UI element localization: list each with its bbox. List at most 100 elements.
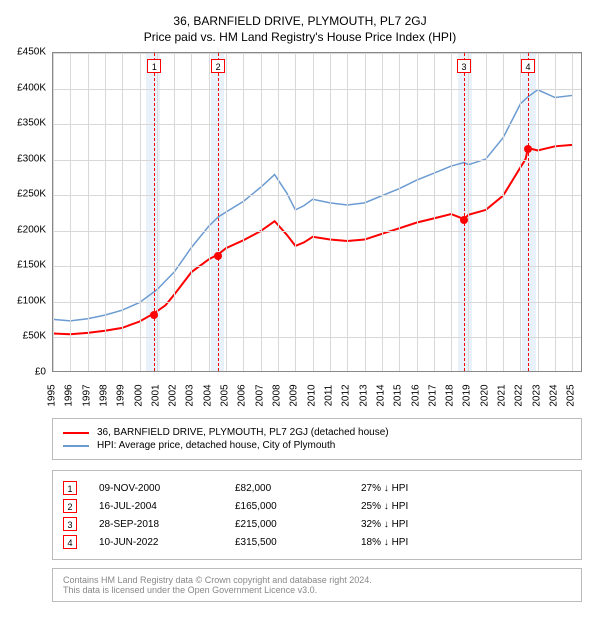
legend-label: 36, BARNFIELD DRIVE, PLYMOUTH, PL7 2GJ (… xyxy=(97,427,389,438)
x-axis-label: 2000 xyxy=(133,384,144,406)
transaction-index: 4 xyxy=(63,535,77,549)
footer-line-1: Contains HM Land Registry data © Crown c… xyxy=(63,575,571,585)
y-axis-label: £350K xyxy=(17,118,46,129)
transaction-date: 10-JUN-2022 xyxy=(99,537,229,548)
x-axis-label: 2005 xyxy=(220,384,231,406)
gridline-v xyxy=(295,53,296,371)
gridline-h xyxy=(53,231,581,232)
x-axis-label: 2009 xyxy=(289,384,300,406)
x-axis-label: 1996 xyxy=(64,384,75,406)
x-axis-label: 2015 xyxy=(393,384,404,406)
event-point-marker xyxy=(524,145,532,153)
chart-area: 1234 £0£50K£100K£150K£200K£250K£300K£350… xyxy=(52,52,582,372)
y-axis-label: £100K xyxy=(17,295,46,306)
y-axis-label: £250K xyxy=(17,189,46,200)
y-axis-label: £50K xyxy=(23,331,46,342)
x-axis-label: 2001 xyxy=(150,384,161,406)
y-axis-label: £0 xyxy=(35,367,46,378)
gridline-v xyxy=(451,53,452,371)
x-axis-label: 2023 xyxy=(531,384,542,406)
transaction-date: 16-JUL-2004 xyxy=(99,501,229,512)
event-line xyxy=(154,53,155,371)
gridline-h xyxy=(53,266,581,267)
y-axis-label: £150K xyxy=(17,260,46,271)
event-point-marker xyxy=(150,311,158,319)
plot-region: 1234 xyxy=(52,52,582,372)
x-axis-label: 2007 xyxy=(254,384,265,406)
gridline-h xyxy=(53,89,581,90)
chart-subtitle: Price paid vs. HM Land Registry's House … xyxy=(10,30,590,44)
transaction-index: 3 xyxy=(63,517,77,531)
transaction-index: 2 xyxy=(63,499,77,513)
gridline-h xyxy=(53,195,581,196)
x-axis-label: 2002 xyxy=(168,384,179,406)
event-marker-box: 2 xyxy=(211,59,225,73)
transaction-price: £82,000 xyxy=(235,483,355,494)
gridline-v xyxy=(468,53,469,371)
event-line xyxy=(528,53,529,371)
gridline-v xyxy=(330,53,331,371)
x-axis-label: 2020 xyxy=(479,384,490,406)
x-axis-label: 2018 xyxy=(445,384,456,406)
x-axis-label: 2019 xyxy=(462,384,473,406)
gridline-v xyxy=(555,53,556,371)
gridline-v xyxy=(191,53,192,371)
transaction-row: 216-JUL-2004£165,00025% ↓ HPI xyxy=(63,499,571,513)
y-axis-label: £400K xyxy=(17,82,46,93)
x-axis-label: 1995 xyxy=(47,384,58,406)
line-layer xyxy=(53,53,581,371)
gridline-v xyxy=(520,53,521,371)
transaction-date: 28-SEP-2018 xyxy=(99,519,229,530)
y-axis-label: £300K xyxy=(17,153,46,164)
gridline-v xyxy=(365,53,366,371)
event-point-marker xyxy=(460,216,468,224)
gridline-v xyxy=(313,53,314,371)
x-axis-label: 2003 xyxy=(185,384,196,406)
gridline-v xyxy=(209,53,210,371)
transactions-table: 109-NOV-2000£82,00027% ↓ HPI216-JUL-2004… xyxy=(52,470,582,560)
gridline-v xyxy=(486,53,487,371)
transaction-delta: 18% ↓ HPI xyxy=(361,537,451,548)
transaction-delta: 32% ↓ HPI xyxy=(361,519,451,530)
x-axis-label: 2024 xyxy=(549,384,560,406)
legend-swatch xyxy=(63,432,89,434)
event-marker-box: 1 xyxy=(147,59,161,73)
legend-label: HPI: Average price, detached house, City… xyxy=(97,440,335,451)
event-point-marker xyxy=(214,252,222,260)
chart-title: 36, BARNFIELD DRIVE, PLYMOUTH, PL7 2GJ xyxy=(10,14,590,28)
event-line xyxy=(464,53,465,371)
x-axis-label: 2008 xyxy=(272,384,283,406)
gridline-h xyxy=(53,124,581,125)
x-axis-label: 2013 xyxy=(358,384,369,406)
gridline-h xyxy=(53,53,581,54)
legend-swatch xyxy=(63,445,89,447)
x-axis-label: 1997 xyxy=(81,384,92,406)
gridline-v xyxy=(157,53,158,371)
x-axis-label: 2004 xyxy=(202,384,213,406)
gridline-v xyxy=(226,53,227,371)
gridline-v xyxy=(53,53,54,371)
transaction-date: 09-NOV-2000 xyxy=(99,483,229,494)
event-line xyxy=(218,53,219,371)
x-axis-label: 2022 xyxy=(514,384,525,406)
gridline-v xyxy=(174,53,175,371)
gridline-v xyxy=(88,53,89,371)
gridline-v xyxy=(140,53,141,371)
gridline-v xyxy=(347,53,348,371)
x-axis-label: 1999 xyxy=(116,384,127,406)
transaction-delta: 27% ↓ HPI xyxy=(361,483,451,494)
transaction-price: £165,000 xyxy=(235,501,355,512)
transaction-row: 109-NOV-2000£82,00027% ↓ HPI xyxy=(63,481,571,495)
x-axis-label: 1998 xyxy=(98,384,109,406)
x-axis-label: 2011 xyxy=(323,385,334,407)
x-axis-label: 2016 xyxy=(410,384,421,406)
legend-item: 36, BARNFIELD DRIVE, PLYMOUTH, PL7 2GJ (… xyxy=(63,427,571,438)
footer-attribution: Contains HM Land Registry data © Crown c… xyxy=(52,568,582,602)
footer-line-2: This data is licensed under the Open Gov… xyxy=(63,585,571,595)
gridline-v xyxy=(503,53,504,371)
gridline-v xyxy=(538,53,539,371)
gridline-h xyxy=(53,160,581,161)
transaction-row: 328-SEP-2018£215,00032% ↓ HPI xyxy=(63,517,571,531)
gridline-v xyxy=(382,53,383,371)
x-axis-label: 2017 xyxy=(427,384,438,406)
